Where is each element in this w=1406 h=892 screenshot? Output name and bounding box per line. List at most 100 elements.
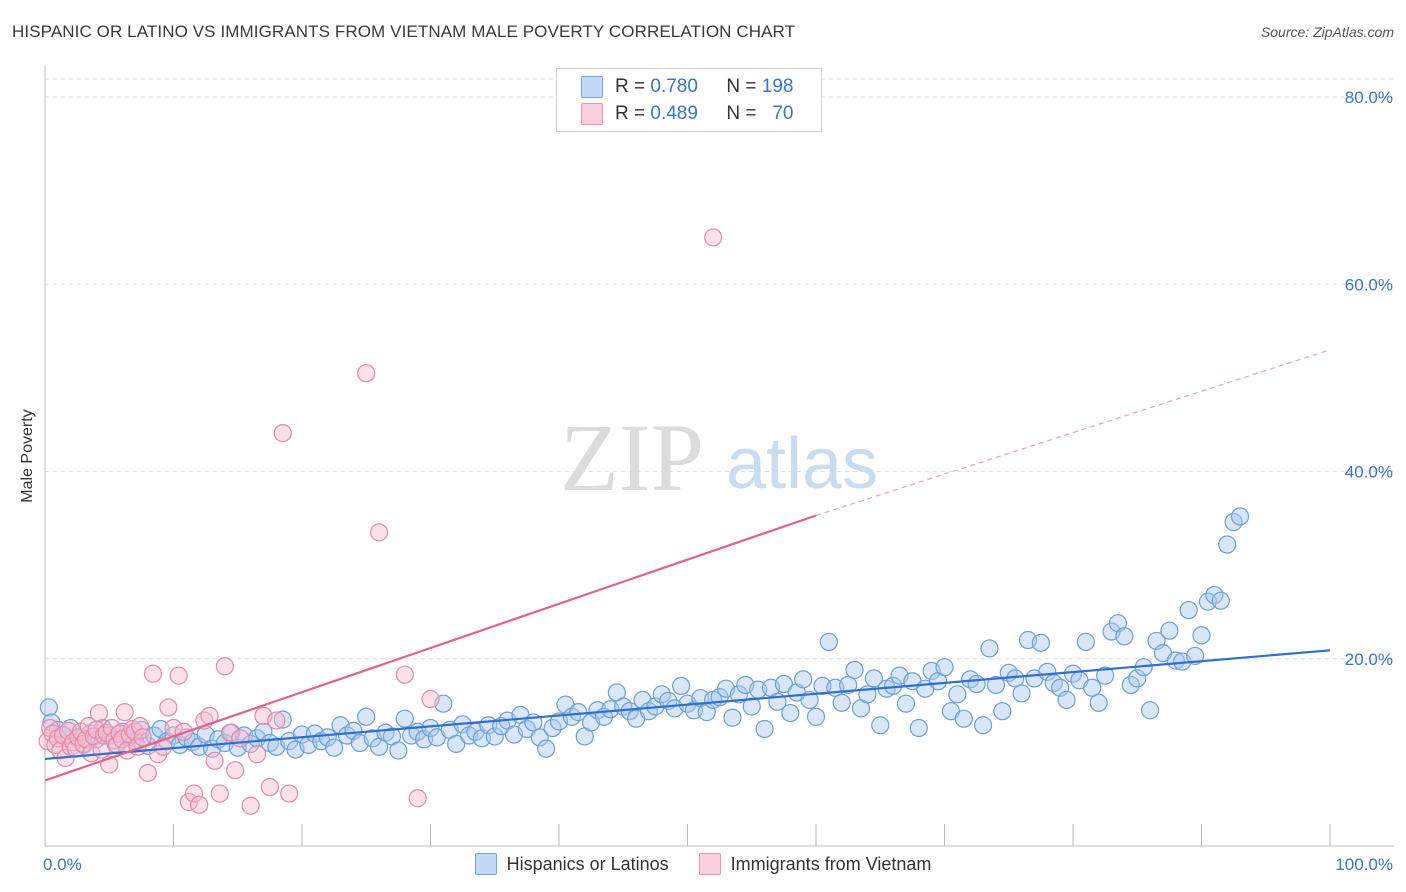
legend-r-label: R = xyxy=(615,76,646,97)
data-point-hispanic xyxy=(1160,621,1179,640)
legend-item-vietnam: Immigrants from Vietnam xyxy=(698,853,932,875)
data-point-hispanic xyxy=(1185,646,1205,666)
data-point-hispanic xyxy=(1057,690,1076,710)
data-point-hispanic xyxy=(1128,669,1147,688)
data-point-hispanic xyxy=(1096,666,1115,685)
data-point-hispanic xyxy=(485,727,504,746)
legend-r-label: R = xyxy=(615,103,646,124)
data-point-hispanic xyxy=(1115,627,1134,646)
data-point-vietnam xyxy=(267,711,286,730)
correlation-legend: R = 0.780 N = 198 R = 0.489 N = 70 xyxy=(556,68,822,132)
legend-n-label: N = xyxy=(726,76,757,97)
legend-swatch-vietnam xyxy=(698,853,721,875)
data-point-hispanic xyxy=(993,702,1012,721)
trend-line-hispanic xyxy=(44,649,1331,761)
data-point-hispanic xyxy=(871,716,890,735)
data-point-hispanic xyxy=(1012,684,1031,703)
x-tick-label: 100.0% xyxy=(1335,855,1393,874)
data-point-hispanic xyxy=(61,718,80,738)
data-point-hispanic xyxy=(1108,614,1128,633)
data-point-hispanic xyxy=(543,718,562,738)
data-point-vietnam xyxy=(273,424,292,443)
gridlines xyxy=(45,78,1394,660)
data-point-hispanic xyxy=(1230,507,1250,526)
data-point-vietnam xyxy=(215,657,234,676)
data-point-hispanic xyxy=(986,675,1006,695)
y-tick-label: 20.0% xyxy=(1345,650,1393,669)
data-point-hispanic xyxy=(723,708,742,727)
series-vietnam-points xyxy=(38,228,723,815)
data-point-hispanic xyxy=(395,709,414,728)
watermark-atlas: atlas xyxy=(726,424,878,504)
data-point-vietnam xyxy=(421,689,440,709)
y-tick-label: 60.0% xyxy=(1345,275,1393,294)
data-point-vietnam xyxy=(133,728,152,747)
data-point-hispanic xyxy=(1192,626,1211,645)
data-point-hispanic xyxy=(1089,693,1108,712)
trend-line-vietnam-extension xyxy=(815,349,1331,517)
data-point-vietnam xyxy=(184,784,204,803)
data-point-hispanic xyxy=(1198,592,1218,611)
data-point-hispanic xyxy=(729,685,749,704)
data-point-hispanic xyxy=(819,632,838,651)
data-point-vietnam xyxy=(231,729,250,748)
data-point-hispanic xyxy=(39,698,58,717)
data-point-hispanic xyxy=(1211,591,1230,610)
data-point-hispanic xyxy=(781,703,800,723)
data-point-vietnam xyxy=(205,751,224,770)
trend-lines xyxy=(44,349,1331,782)
data-point-hispanic xyxy=(1179,600,1198,620)
data-point-hispanic xyxy=(318,728,337,747)
data-point-hispanic xyxy=(588,701,607,720)
watermark: ZIP atlas xyxy=(560,404,878,511)
data-point-vietnam xyxy=(260,777,279,797)
data-point-vietnam xyxy=(138,763,157,783)
data-point-vietnam xyxy=(210,784,229,803)
data-point-hispanic xyxy=(954,709,973,728)
data-point-hispanic xyxy=(967,674,986,694)
data-point-hispanic xyxy=(1140,701,1160,720)
x-tick-label: 0.0% xyxy=(43,855,82,874)
legend-r-value: 0.780 xyxy=(650,76,698,97)
data-point-hispanic xyxy=(909,718,928,738)
data-point-vietnam xyxy=(190,795,209,814)
data-point-hispanic xyxy=(1121,675,1140,695)
data-point-vietnam xyxy=(247,745,267,764)
data-point-vietnam xyxy=(143,664,163,683)
legend-label-hispanic: Hispanics or Latinos xyxy=(506,853,669,874)
data-point-vietnam xyxy=(115,703,134,722)
legend-swatch-vietnam xyxy=(581,103,603,125)
data-point-vietnam xyxy=(241,796,260,815)
data-point-hispanic xyxy=(517,719,536,739)
data-point-hispanic xyxy=(292,725,312,744)
data-point-hispanic xyxy=(1031,633,1050,652)
data-point-hispanic xyxy=(325,738,344,757)
data-point-vietnam xyxy=(357,364,376,383)
legend-item-hispanic: Hispanics or Latinos xyxy=(474,853,669,875)
data-point-hispanic xyxy=(389,741,408,760)
data-point-hispanic xyxy=(864,669,883,688)
data-point-hispanic xyxy=(447,734,466,754)
legend-n-label: N = xyxy=(726,103,757,124)
legend-row-vietnam: R = 0.489 N = 70 xyxy=(581,102,793,126)
source-label: Source: ZipAtlas.com xyxy=(1260,24,1394,40)
axes xyxy=(44,66,1394,847)
data-point-vietnam xyxy=(95,726,114,745)
watermark-zip: ZIP xyxy=(560,404,704,511)
data-point-hispanic xyxy=(832,693,851,712)
y-tick-label: 40.0% xyxy=(1345,463,1393,482)
data-point-hispanic xyxy=(742,697,761,716)
data-point-hispanic xyxy=(845,660,864,680)
legend-r-value: 0.489 xyxy=(650,103,698,124)
legend-label-vietnam: Immigrants from Vietnam xyxy=(730,853,932,874)
trend-line-vietnam xyxy=(44,514,817,782)
data-point-vietnam xyxy=(154,737,173,756)
data-point-hispanic xyxy=(537,739,556,758)
data-point-hispanic xyxy=(896,694,916,713)
data-point-vietnam xyxy=(226,761,245,780)
data-point-hispanic xyxy=(273,710,292,729)
tick-labels: 20.0% 40.0% 60.0% 80.0% 0.0% 100.0% xyxy=(43,88,1393,874)
data-point-hispanic xyxy=(1166,651,1185,670)
data-point-hispanic xyxy=(1076,632,1095,651)
